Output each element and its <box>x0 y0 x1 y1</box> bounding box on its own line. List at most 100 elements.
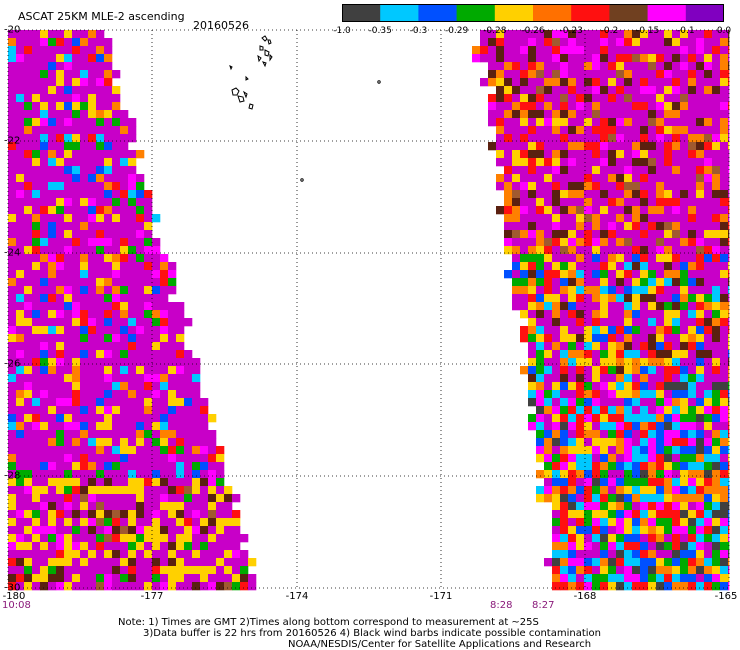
swath-cell <box>664 134 673 143</box>
swath-cell <box>48 582 57 591</box>
swath-cell <box>88 158 97 167</box>
swath-cell <box>592 534 601 543</box>
swath-cell <box>696 214 705 223</box>
swath-cell <box>720 254 729 263</box>
swath-cell <box>152 390 161 399</box>
swath-cell <box>544 310 553 319</box>
swath-cell <box>536 334 545 343</box>
swath-cell <box>624 342 633 351</box>
swath-cell <box>584 494 593 503</box>
swath-cell <box>696 150 705 159</box>
swath-cell <box>88 334 97 343</box>
swath-cell <box>72 582 81 591</box>
swath-cell <box>720 534 729 543</box>
swath-cell <box>520 62 529 71</box>
swath-cell <box>168 542 177 551</box>
swath-cell <box>96 30 105 39</box>
swath-cell <box>80 286 89 295</box>
swath-cell <box>552 54 561 63</box>
swath-cell <box>544 398 553 407</box>
swath-cell <box>560 62 569 71</box>
swath-cell <box>568 566 577 575</box>
swath-cell <box>656 254 665 263</box>
swath-cell <box>728 566 730 575</box>
swath-cell <box>728 254 730 263</box>
swath-cell <box>528 38 537 47</box>
swath-cell <box>224 542 233 551</box>
swath-cell <box>128 126 137 135</box>
swath-cell <box>536 94 545 103</box>
swath-cell <box>728 150 730 159</box>
swath-cell <box>104 46 113 55</box>
swath-cell <box>96 70 105 79</box>
swath-cell <box>560 430 569 439</box>
swath-cell <box>152 294 161 303</box>
swath-cell <box>712 110 721 119</box>
swath-cell <box>160 574 169 583</box>
swath-cell <box>96 310 105 319</box>
swath-cell <box>120 310 129 319</box>
swath-cell <box>168 350 177 359</box>
swath-cell <box>720 518 729 527</box>
swath-cell <box>584 206 593 215</box>
swath-cell <box>160 254 169 263</box>
swath-cell <box>616 542 625 551</box>
swath-cell <box>160 342 169 351</box>
swath-cell <box>96 550 105 559</box>
swath-cell <box>616 366 625 375</box>
swath-cell <box>624 54 633 63</box>
swath-cell <box>8 406 17 415</box>
swath-cell <box>88 414 97 423</box>
swath-cell <box>680 534 689 543</box>
swath-cell <box>88 110 97 119</box>
swath-cell <box>528 118 537 127</box>
swath-cell <box>688 358 697 367</box>
swath-cell <box>16 54 25 63</box>
swath-cell <box>16 158 25 167</box>
swath-cell <box>672 278 681 287</box>
swath-cell <box>688 534 697 543</box>
swath-cell <box>24 478 33 487</box>
swath-cell <box>544 94 553 103</box>
swath-cell <box>704 430 713 439</box>
swath-cell <box>664 574 673 583</box>
swath-cell <box>528 238 537 247</box>
swath-cell <box>176 550 185 559</box>
swath-cell <box>688 70 697 79</box>
swath-cell <box>88 174 97 183</box>
swath-cell <box>568 518 577 527</box>
swath-cell <box>520 158 529 167</box>
swath-cell <box>648 166 657 175</box>
swath-cell <box>496 46 505 55</box>
swath-cell <box>608 374 617 383</box>
swath-cell <box>144 366 153 375</box>
swath-cell <box>80 318 89 327</box>
swath-cell <box>568 262 577 271</box>
swath-cell <box>200 454 209 463</box>
swath-cell <box>624 110 633 119</box>
swath-cell <box>568 142 577 151</box>
swath-cell <box>544 254 553 263</box>
swath-cell <box>504 198 513 207</box>
swath-cell <box>712 502 721 511</box>
swath-cell <box>640 198 649 207</box>
swath-cell <box>144 334 153 343</box>
swath-cell <box>120 438 129 447</box>
swath-cell <box>96 206 105 215</box>
swath-cell <box>704 510 713 519</box>
swath-cell <box>568 270 577 279</box>
island-outlines <box>229 35 381 182</box>
swath-cell <box>720 294 729 303</box>
swath-cell <box>208 478 217 487</box>
swath-cell <box>640 534 649 543</box>
swath-cell <box>136 470 145 479</box>
swath-cell <box>664 158 673 167</box>
swath-cell <box>576 62 585 71</box>
swath-cell <box>136 582 145 591</box>
swath-cell <box>552 326 561 335</box>
swath-cell <box>128 238 137 247</box>
swath-cell <box>136 510 145 519</box>
swath-cell <box>136 310 145 319</box>
swath-cell <box>128 286 137 295</box>
swath-cell <box>192 446 201 455</box>
